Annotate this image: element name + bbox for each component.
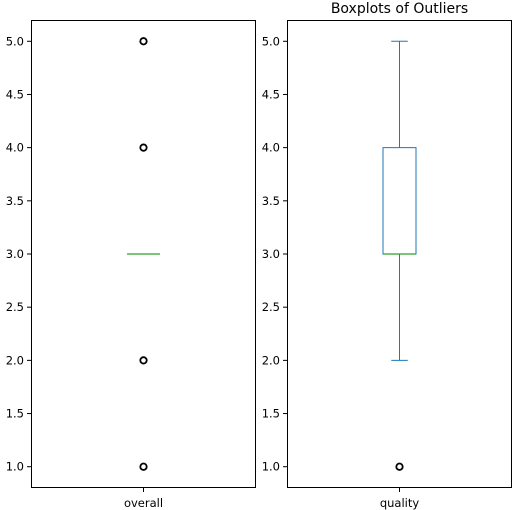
y-tick-label: 3.0 [262, 247, 280, 261]
panel-overall: 1.0 1.5 2.0 2.5 3.0 3.5 4.0 4.5 5.0 overall [6, 20, 256, 510]
y-tick-label: 5.0 [6, 34, 24, 48]
y-tick-label: 3.0 [6, 247, 24, 261]
y-tick-label: 1.0 [6, 460, 24, 474]
outlier-point [139, 143, 148, 152]
y-tick-label: 3.5 [6, 194, 24, 208]
y-tick-label: 4.0 [262, 141, 280, 155]
outlier-point [139, 356, 148, 365]
x-tick-label: overall [124, 496, 163, 510]
y-tick-label: 2.0 [262, 353, 280, 367]
x-tick-label: quality [380, 496, 420, 510]
y-tick-label: 1.5 [262, 407, 280, 421]
y-tick-label: 4.5 [6, 87, 24, 101]
plot-frame [31, 20, 256, 488]
y-tick-label: 5.0 [262, 34, 280, 48]
y-tick-label: 2.5 [6, 300, 24, 314]
y-tick-label: 2.0 [6, 353, 24, 367]
box [382, 147, 417, 255]
outlier-point [139, 37, 148, 46]
y-tick-label: 4.5 [262, 87, 280, 101]
chart-title: Boxplots of Outliers [331, 1, 468, 17]
outlier-point [395, 462, 404, 471]
y-tick-label: 3.5 [262, 194, 280, 208]
y-tick-label: 4.0 [6, 141, 24, 155]
panel-quality: 1.0 1.5 2.0 2.5 3.0 3.5 4.0 4.5 5.0 quality Boxplo… [262, 1, 512, 510]
y-tick-label: 1.0 [262, 460, 280, 474]
y-tick-label: 2.5 [262, 300, 280, 314]
outlier-point [139, 462, 148, 471]
y-tick-label: 1.5 [6, 407, 24, 421]
